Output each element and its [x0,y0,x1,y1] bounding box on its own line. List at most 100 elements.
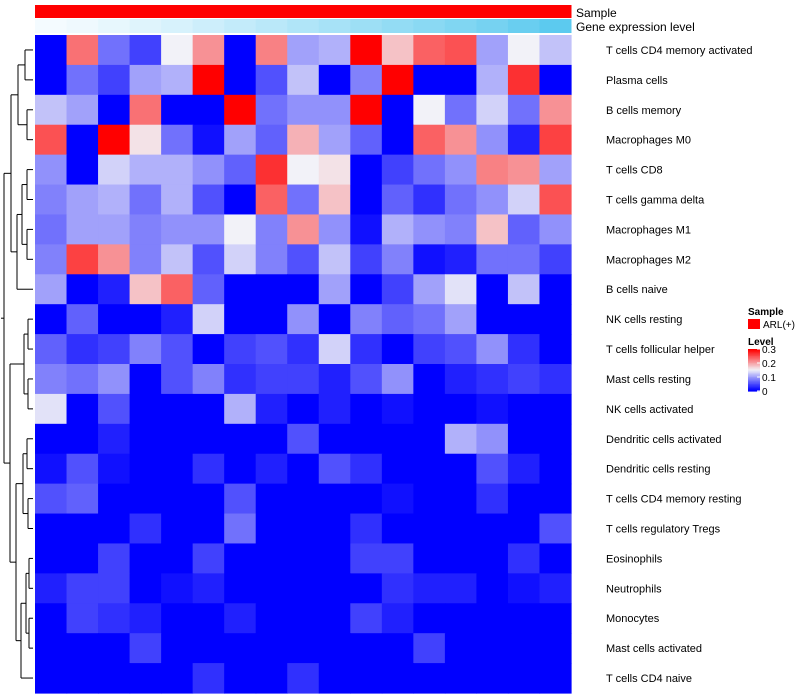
heatmap-cell [98,453,131,485]
heatmap-cell [413,244,446,275]
heatmap-cell [66,304,99,335]
heatmap-cell [476,244,509,275]
heatmap-cell [350,274,383,305]
heatmap-cell [129,64,162,96]
heatmap-cell [318,364,351,395]
legend-color-step [748,371,760,374]
heatmap-cell [350,244,383,275]
heatmap-cell [98,334,131,365]
expression-track-cell [444,19,477,33]
heatmap-cell [444,663,478,694]
heatmap-cell [255,334,288,365]
legend-sample-title: Sample [748,307,784,318]
heatmap-cell [476,483,509,515]
heatmap-cell [161,364,194,395]
heatmap-cell [444,483,478,515]
sample-track-cell [444,5,477,18]
legend-color-step [748,367,760,370]
heatmap-cell [539,334,572,365]
expression-track-label: Gene expression level [576,20,695,34]
heatmap-cell [129,334,162,365]
heatmap-cell [287,483,320,515]
heatmap-cell [192,393,225,425]
heatmap-cell [381,304,414,335]
heatmap-cell [224,184,257,216]
heatmap-cell [192,364,225,395]
heatmap-cell [476,453,509,485]
heatmap-cell [444,304,478,335]
heatmap-cell [66,94,99,126]
heatmap-cell [66,124,99,156]
row-label: T cells CD4 memory activated [606,45,753,57]
heatmap-cell [98,513,131,545]
heatmap-cell [444,214,478,245]
heatmap-cell [224,573,257,604]
heatmap-cell [476,513,509,545]
heatmap-cell [35,214,68,245]
expression-track-cell [287,19,320,33]
heatmap-cell [98,423,131,455]
heatmap-cell [255,423,288,455]
sample-track-cell [224,5,257,18]
heatmap-cell [539,64,572,96]
heatmap-cell [255,184,288,216]
heatmap-cell [507,364,541,395]
heatmap-cell [381,214,414,245]
heatmap-cell [287,94,320,126]
heatmap-cell [255,214,288,245]
heatmap-cell [476,154,509,186]
heatmap-cell [381,274,414,305]
heatmap-cell [318,423,351,455]
legend-color-step [748,365,760,368]
legend-color-step [748,363,760,365]
heatmap-cell [66,633,99,664]
heatmap-cell [350,483,383,515]
heatmap-cell [507,573,541,604]
heatmap-cell [539,513,572,545]
heatmap-cell [539,483,572,515]
row-label: Neutrophils [606,583,662,595]
legend-color-step [748,351,760,354]
heatmap-cell [476,543,509,574]
heatmap-cell [350,453,383,485]
heatmap-cell [350,64,383,96]
heatmap-cells [35,35,572,694]
heatmap-cell [444,513,478,545]
row-label: NK cells resting [606,314,682,326]
heatmap-cell [444,274,478,305]
heatmap-cell [507,663,541,694]
row-label: Plasma cells [606,75,668,87]
heatmap-cell [318,573,351,604]
heatmap-cell [129,663,162,694]
row-label: T cells CD4 naive [606,673,692,685]
heatmap-cell [476,633,509,664]
heatmap-cell [255,154,288,186]
heatmap-cell [539,154,572,186]
heatmap-cell [192,244,225,275]
heatmap-cell [129,633,162,664]
heatmap-cell [224,94,257,126]
heatmap-cell [507,423,541,455]
heatmap-cell [539,274,572,305]
heatmap-cell [413,35,446,66]
heatmap-cell [413,124,446,156]
heatmap-cell [381,393,414,425]
heatmap-cell [224,64,257,96]
row-label: T cells regulatory Tregs [606,524,721,536]
heatmap-cell [444,124,478,156]
heatmap-cell [287,35,320,66]
heatmap-cell [98,124,131,156]
heatmap-cell [66,214,99,245]
heatmap-cell [66,154,99,186]
heatmap-cell [35,244,68,275]
heatmap-cell [192,94,225,126]
expression-track-cell [98,19,131,33]
heatmap-cell [413,573,446,604]
legend-color-step [748,389,760,392]
heatmap-cell [255,513,288,545]
heatmap-cell [444,154,478,186]
heatmap-cell [192,543,225,574]
heatmap-cell [287,633,320,664]
heatmap-cell [98,393,131,425]
heatmap-cell [224,304,257,335]
